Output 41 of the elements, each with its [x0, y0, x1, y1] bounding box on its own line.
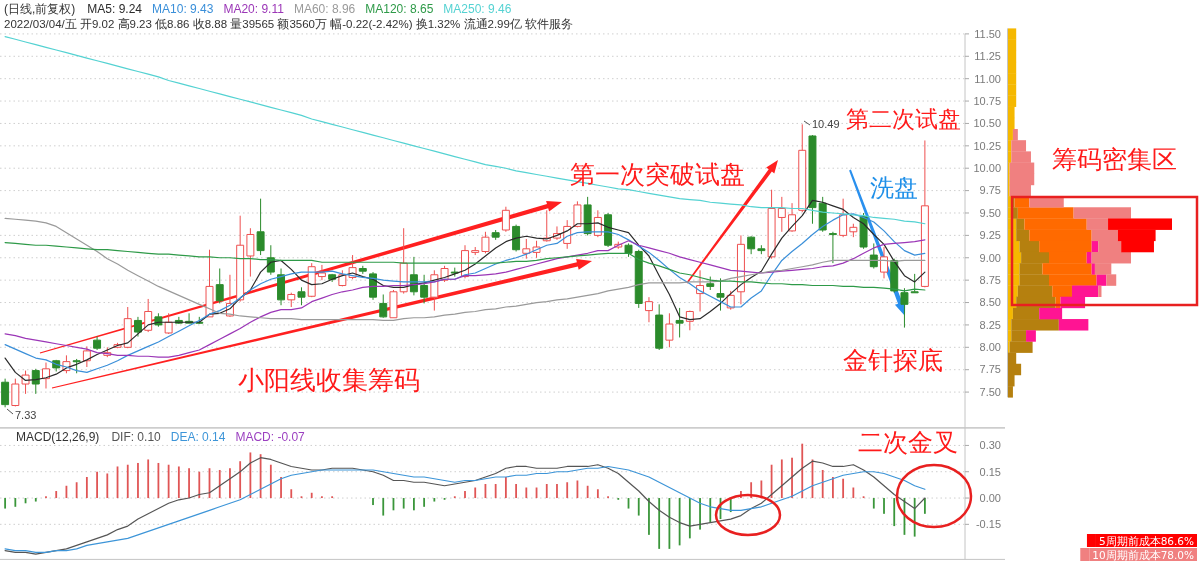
y-tick-label: 11.00	[974, 72, 1001, 85]
y-tick-label: 7.50	[979, 385, 1001, 398]
y-tick-label: 10.50	[973, 117, 1001, 130]
y-tick-label: 10.75	[973, 95, 1001, 108]
y-tick-label: 0.00	[979, 492, 1001, 505]
y-tick-label: 9.00	[979, 251, 1001, 264]
y-tick-label: 7.75	[979, 363, 1001, 376]
y-tick-label: 8.75	[979, 273, 1001, 286]
y-tick-label: 8.50	[979, 296, 1001, 309]
text: MA20: 9.11	[223, 2, 285, 16]
text: MA250: 9.46	[443, 2, 512, 16]
y-tick-label: 9.25	[979, 229, 1001, 242]
y-tick-label: 10.25	[973, 139, 1001, 152]
annotation: 洗盘	[870, 174, 918, 202]
text: MA120: 8.65	[365, 2, 434, 16]
chart-title: MACD(12,26,9)	[16, 430, 100, 444]
annotation: 7.33	[15, 409, 37, 421]
chart-subtitle: 2022/03/04/五 开9.02 高9.23 低8.86 收8.88 量39565 额3560万 幅-0.22(-2.42%) 换1.32% 流通2.99亿 软件服务	[4, 17, 574, 30]
y-tick-label: -0.15	[975, 518, 1001, 531]
y-tick-label: 10.00	[973, 162, 1001, 175]
annotation: 二次金叉	[858, 428, 958, 457]
text: DEA: 0.14	[170, 430, 226, 444]
y-tick-label: 0.15	[979, 465, 1001, 478]
text: DIF: 0.10	[111, 430, 162, 444]
text: MA5: 9.24	[87, 2, 143, 16]
annotation: 小阳线收集筹码	[238, 365, 420, 395]
y-tick-label: 8.00	[979, 341, 1001, 353]
text: MA10: 9.43	[152, 2, 214, 16]
y-tick-label: 11.50	[974, 27, 1001, 40]
y-tick-label: 0.30	[979, 439, 1001, 452]
annotation: 筹码密集区	[1052, 145, 1177, 174]
y-tick-label: 9.50	[979, 206, 1001, 219]
y-tick-label: 11.25	[974, 50, 1001, 63]
annotation: 第一次突破试盘	[570, 160, 745, 189]
chart-title: (日线,前复权)	[4, 2, 76, 16]
annotation: 10.49	[812, 118, 840, 130]
text: MA60: 8.96	[293, 2, 356, 16]
y-tick-label: 9.75	[979, 184, 1001, 197]
y-tick-label: 8.25	[979, 318, 1001, 331]
annotation: 金针探底	[843, 346, 943, 375]
annotation: 第二次试盘	[846, 106, 961, 132]
